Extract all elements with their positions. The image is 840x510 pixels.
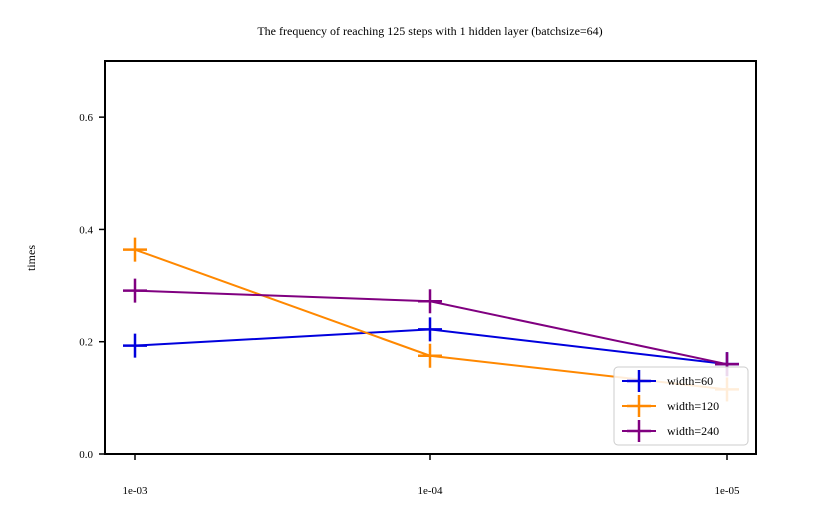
- data-point: [418, 317, 442, 342]
- legend-item: width=240: [622, 420, 719, 442]
- y-tick-label: 0.6: [79, 112, 93, 124]
- y-tick-label: 0.2: [79, 337, 93, 349]
- data-point: [123, 237, 147, 262]
- legend-label: width=120: [667, 399, 719, 413]
- data-point: [418, 289, 442, 314]
- data-point: [123, 333, 147, 358]
- chart-title: The frequency of reaching 125 steps with…: [257, 24, 602, 38]
- y-tick-label: 0.4: [79, 224, 93, 236]
- y-tick-label: 0.0: [79, 449, 93, 461]
- x-tick-label: 1e-05: [714, 485, 740, 497]
- legend-item: width=120: [622, 395, 719, 417]
- y-axis-label: times: [24, 245, 38, 271]
- x-tick-label: 1e-03: [122, 485, 148, 497]
- y-axis: 0.0 0.2 0.4 0.6: [79, 112, 105, 461]
- legend-label: width=60: [667, 374, 713, 388]
- legend: width=60 width=120 width=240: [613, 366, 749, 446]
- data-point: [418, 343, 442, 368]
- x-axis: 1e-03 1e-04 1e-05: [122, 454, 740, 497]
- data-point: [123, 278, 147, 303]
- x-tick-label: 1e-04: [417, 485, 443, 497]
- legend-item: width=60: [622, 370, 713, 392]
- legend-frame: [613, 366, 749, 446]
- legend-label: width=240: [667, 424, 719, 438]
